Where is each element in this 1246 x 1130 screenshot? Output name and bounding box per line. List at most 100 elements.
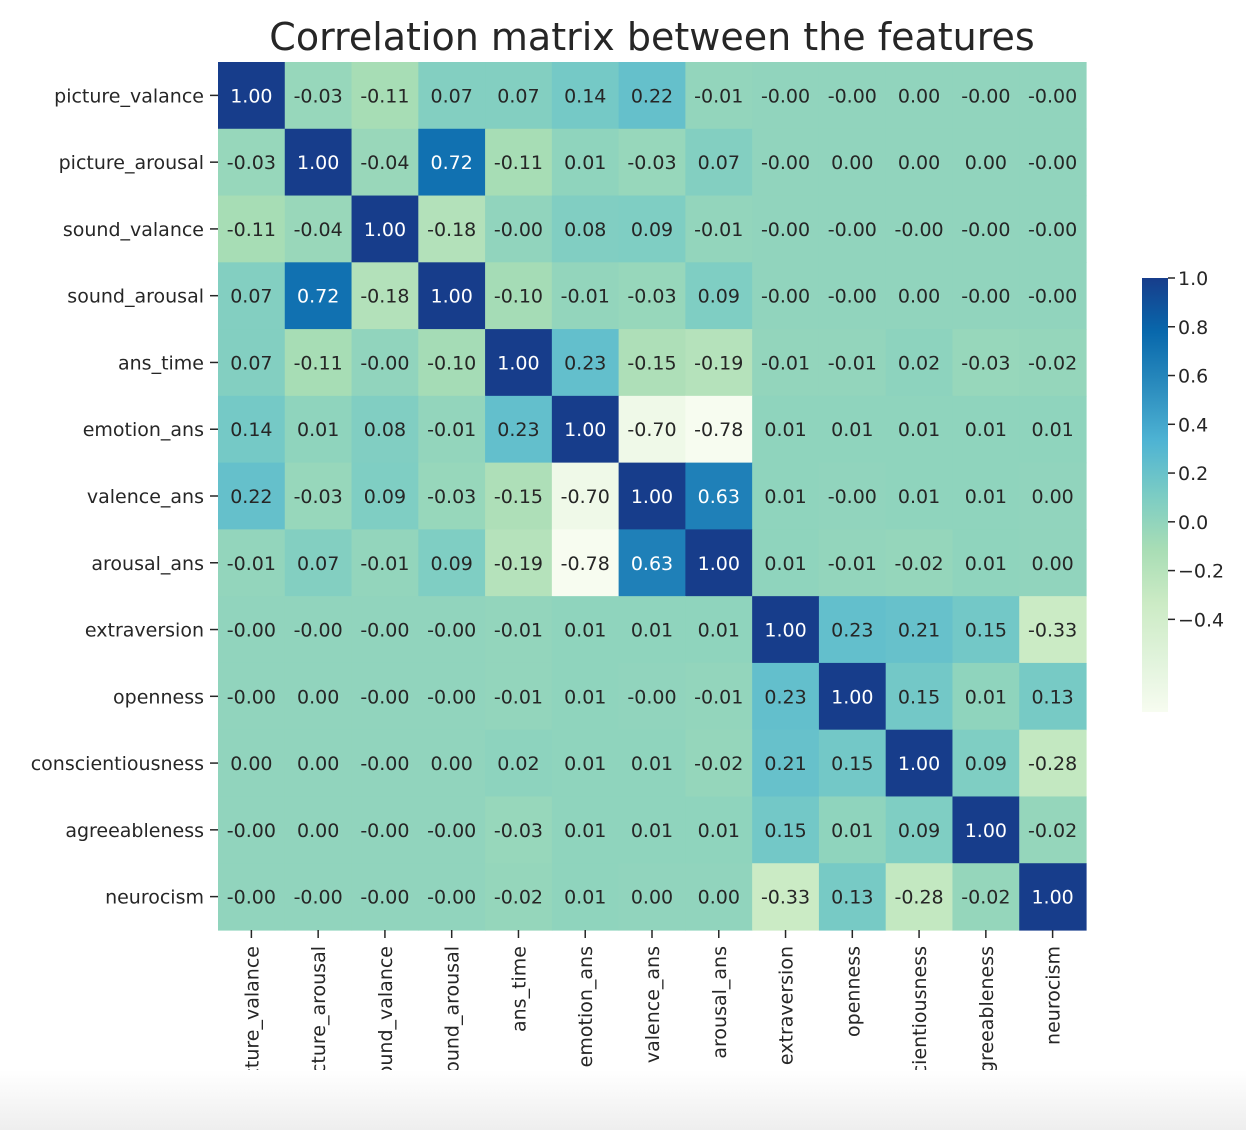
heatmap-cell [218,62,286,130]
cell-value-label: 0.22 [631,85,673,107]
cell-value-label: 1.00 [631,486,673,508]
colorbar-tick-label: 0.4 [1178,414,1208,436]
cell-value-label: 0.72 [297,286,339,308]
heatmap-cell [485,395,553,464]
heatmap-cell [618,62,686,130]
column-label: arousal_ans [709,946,731,1059]
cell-value-label: 0.01 [564,152,606,174]
cell-value-label: -0.01 [561,286,610,308]
heatmap-cell [418,62,486,130]
cell-value-label: -0.00 [427,887,476,909]
colorbar-gradient [1142,278,1168,712]
cell-value-label: 0.21 [764,753,806,775]
cell-value-label: 0.07 [698,152,740,174]
chart-title: Correlation matrix between the features [269,15,1034,59]
cell-value-label: -0.00 [761,152,810,174]
cell-value-label: -0.00 [1028,219,1077,241]
heatmap-cell [1019,62,1087,130]
cell-value-label: 0.09 [965,753,1007,775]
cell-value-label: 0.01 [965,419,1007,441]
heatmap-cell [752,395,820,464]
cell-value-label: 0.22 [230,486,272,508]
cell-value-label: 0.09 [898,820,940,842]
heatmap-cell [284,662,353,731]
heatmap-cell [284,596,353,664]
cell-value-label: 0.09 [631,219,673,241]
cell-value-label: 0.01 [764,419,806,441]
heatmap-cell [818,863,887,931]
colorbar-tick-label: 0.2 [1178,463,1208,485]
cell-value-label: 1.00 [364,219,406,241]
heatmap-cell [218,596,286,664]
cell-value-label: -0.03 [294,486,343,508]
heatmap-cell [351,529,419,597]
heatmap-cell [685,462,753,530]
cell-value-label: 0.15 [965,620,1007,642]
heatmap-cell [685,262,753,330]
cell-value-label: 1.00 [965,820,1007,842]
heatmap-cell [752,462,820,530]
cell-value-label: -0.00 [227,820,276,842]
cell-value-label: -0.00 [360,753,409,775]
heatmap-cell [1019,395,1087,464]
cell-value-label: 0.15 [831,753,873,775]
cell-value-label: 1.00 [898,753,940,775]
heatmap-cell [952,596,1020,664]
heatmap-cell [351,262,419,330]
cell-value-label: -0.00 [427,820,476,842]
heatmap-cell [351,395,419,464]
heatmap-cell [685,128,753,197]
cell-value-label: -0.11 [360,85,409,107]
heatmap-cell [1019,796,1087,864]
heatmap-cell [485,863,553,931]
cell-value-label: -0.00 [294,887,343,909]
cell-value-label: -0.00 [828,286,877,308]
cell-value-label: -0.78 [561,553,610,575]
cell-value-label: 0.01 [1031,419,1073,441]
cell-value-label: -0.00 [961,219,1010,241]
cell-value-label: -0.28 [894,887,943,909]
cell-value-label: 1.00 [764,620,806,642]
cell-value-label: -0.02 [1028,820,1077,842]
heatmap-cell [885,262,954,330]
cell-value-label: 0.13 [1031,686,1073,708]
cell-value-label: 0.01 [564,887,606,909]
cell-value-label: 0.00 [1031,553,1073,575]
cell-value-label: -0.10 [427,352,476,374]
cell-value-label: -0.02 [894,553,943,575]
cell-value-label: 0.14 [564,85,606,107]
heatmap-cell [485,128,553,197]
cell-value-label: -0.00 [360,620,409,642]
heatmap-cell [284,62,353,130]
cell-value-label: -0.19 [494,553,543,575]
heatmap-cell [952,662,1020,731]
cell-value-label: -0.03 [627,286,676,308]
heatmap-cell [952,796,1020,864]
cell-value-label: -0.01 [761,352,810,374]
heatmap-cell [885,329,954,397]
heatmap-cell [818,262,887,330]
heatmap-cell [752,262,820,330]
heatmap-cell [284,529,353,597]
cell-value-label: -0.33 [1028,620,1077,642]
heatmap-cell [284,128,353,197]
heatmap-cell [618,529,686,597]
row-label: sound_valance [63,219,204,241]
cell-value-label: 0.23 [831,620,873,642]
cell-value-label: -0.02 [961,887,1010,909]
cell-value-label: 0.00 [831,152,873,174]
heatmap-cell [618,395,686,464]
cell-value-label: -0.01 [227,553,276,575]
cell-value-label: -0.15 [627,352,676,374]
cell-value-label: -0.78 [694,419,743,441]
cell-value-label: 0.07 [297,553,339,575]
row-label: arousal_ans [91,553,204,575]
heatmap-cell [952,329,1020,397]
heatmap-cell [485,195,553,263]
cell-value-label: -0.00 [961,286,1010,308]
row-label: openness [113,686,204,708]
cell-value-label: -0.01 [360,553,409,575]
heatmap-cell [685,529,753,597]
cell-value-label: -0.00 [828,219,877,241]
